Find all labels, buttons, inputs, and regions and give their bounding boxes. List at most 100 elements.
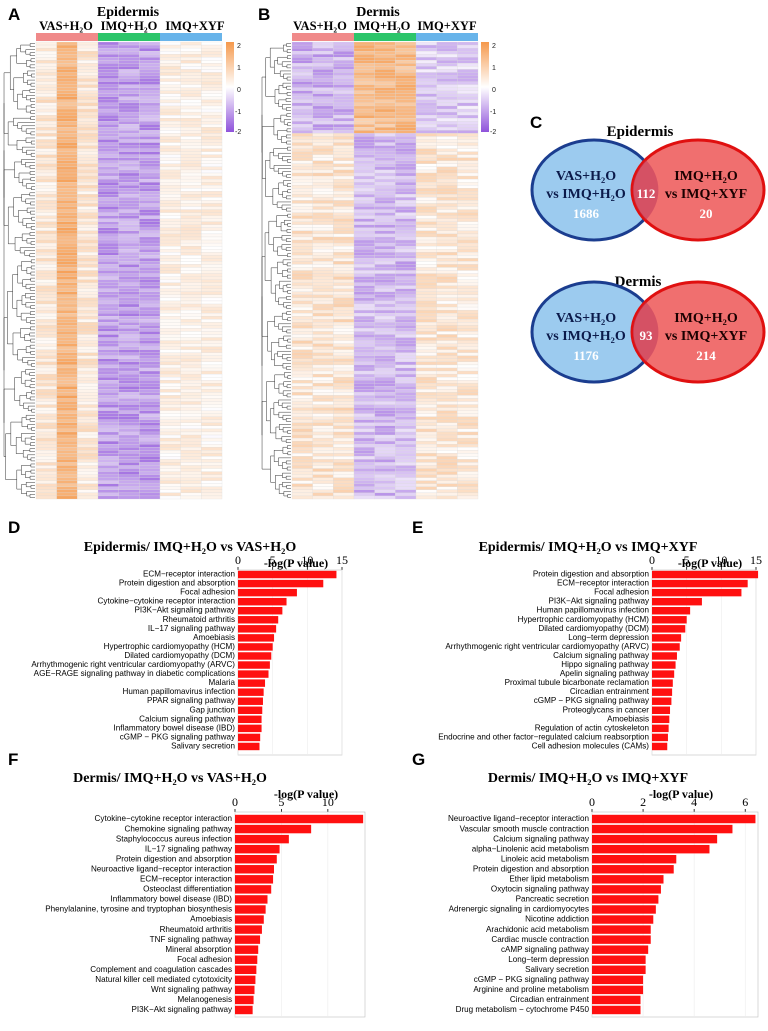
heatmap-cell xyxy=(97,47,119,52)
heatmap-cell xyxy=(333,249,355,253)
heatmap-cell xyxy=(180,108,202,113)
heatmap-cell xyxy=(159,334,181,338)
heatmap-cell xyxy=(35,492,57,497)
heatmap-cell xyxy=(35,212,57,216)
bar xyxy=(652,724,669,733)
heatmap-cell xyxy=(201,447,223,451)
heatmap-cell xyxy=(35,349,57,353)
x-tick-label: 15 xyxy=(336,553,348,567)
heatmap-cell xyxy=(35,343,57,347)
heatmap-cell xyxy=(457,75,479,79)
heatmap-cell xyxy=(353,221,375,225)
dendrogram-branch xyxy=(22,357,35,363)
heatmap-cell xyxy=(97,486,119,491)
heatmap-cell xyxy=(291,431,313,436)
heatmap-cell xyxy=(291,370,313,375)
heatmap-cell xyxy=(291,145,313,149)
heatmap-cell xyxy=(415,267,437,271)
heatmap-cell xyxy=(353,72,375,76)
heatmap-cell xyxy=(139,139,161,143)
dendrogram-branch xyxy=(287,375,291,379)
heatmap-cell xyxy=(77,419,99,423)
heatmap-cell xyxy=(201,383,223,387)
heatmap-cell xyxy=(312,163,334,168)
heatmap-cell xyxy=(457,102,479,107)
heatmap-cell xyxy=(139,492,161,497)
heatmap-cell xyxy=(353,477,375,481)
heatmap-cell xyxy=(35,197,57,201)
heatmap-cell xyxy=(312,81,334,85)
heatmap-cell xyxy=(118,291,140,296)
dendrogram-branch xyxy=(25,137,35,143)
dendrogram-branch xyxy=(27,405,35,411)
dendrogram-branch xyxy=(270,267,278,294)
heatmap-cell xyxy=(180,169,202,174)
heatmap-cell xyxy=(97,453,119,457)
heatmap-cell xyxy=(291,178,313,183)
heatmap-cell xyxy=(56,60,78,64)
heatmap-cell xyxy=(415,127,437,131)
heatmap-cell xyxy=(415,81,437,85)
heatmap-cell xyxy=(457,380,479,384)
heatmap-cell xyxy=(139,221,161,225)
heatmap-cell xyxy=(436,477,458,481)
heatmap-cell xyxy=(35,242,57,247)
heatmap-cell xyxy=(353,404,375,408)
heatmap-cell xyxy=(312,474,334,478)
heatmap-cell xyxy=(374,276,396,280)
heatmap-cell xyxy=(77,69,99,73)
heatmap-cell xyxy=(374,489,396,494)
heatmap-cell xyxy=(312,322,334,326)
heatmap-cell xyxy=(35,133,57,137)
heatmap-cell xyxy=(118,367,140,372)
heatmap-cell xyxy=(353,343,375,347)
heatmap-cell xyxy=(374,54,396,58)
heatmap-cell xyxy=(374,419,396,423)
heatmap-cell xyxy=(139,343,161,347)
heatmap-cell xyxy=(353,313,375,317)
heatmap-cell xyxy=(201,349,223,353)
heatmap-cell xyxy=(180,233,202,238)
heatmap-cell xyxy=(415,197,437,201)
heatmap-cell xyxy=(395,273,417,277)
heatmap-cell xyxy=(374,450,396,454)
category-label: Arachidonic acid metabolism xyxy=(486,925,589,934)
heatmap-cell xyxy=(180,157,202,161)
heatmap-cell xyxy=(457,325,479,329)
heatmap-cell xyxy=(291,270,313,274)
bar xyxy=(592,915,654,924)
category-label: Endocrine and other factor−regulated cal… xyxy=(438,732,649,741)
heatmap-cell xyxy=(159,279,181,283)
heatmap-cell xyxy=(77,81,99,85)
heatmap-cell xyxy=(415,242,437,247)
heatmap-cell xyxy=(159,47,181,52)
bar xyxy=(592,965,646,974)
heatmap-cell xyxy=(159,252,181,256)
heatmap-cell xyxy=(118,288,140,292)
heatmap-cell xyxy=(139,313,161,317)
heatmap-cell xyxy=(374,63,396,67)
heatmap-cell xyxy=(77,78,99,82)
heatmap-cell xyxy=(291,105,313,110)
heatmap-cell xyxy=(180,246,202,250)
heatmap-cell xyxy=(118,392,140,396)
heatmap-cell xyxy=(436,303,458,308)
heatmap-cell xyxy=(139,118,161,122)
heatmap-cell xyxy=(291,419,313,423)
heatmap-cell xyxy=(139,66,161,70)
heatmap-cell xyxy=(139,358,161,363)
heatmap-cell xyxy=(180,218,202,222)
heatmap-cell xyxy=(118,66,140,70)
heatmap-cell xyxy=(415,194,437,198)
heatmap-cell xyxy=(201,215,223,219)
heatmap-cell xyxy=(395,316,417,320)
heatmap-cell xyxy=(56,322,78,326)
heatmap-cell xyxy=(353,145,375,149)
heatmap-cell xyxy=(35,75,57,79)
heatmap-cell xyxy=(35,416,57,420)
heatmap-cell xyxy=(312,270,334,274)
category-label: IL−17 signaling pathway xyxy=(148,624,236,633)
heatmap-cell xyxy=(180,69,202,73)
heatmap-cell xyxy=(56,288,78,292)
heatmap-cell xyxy=(159,139,181,143)
